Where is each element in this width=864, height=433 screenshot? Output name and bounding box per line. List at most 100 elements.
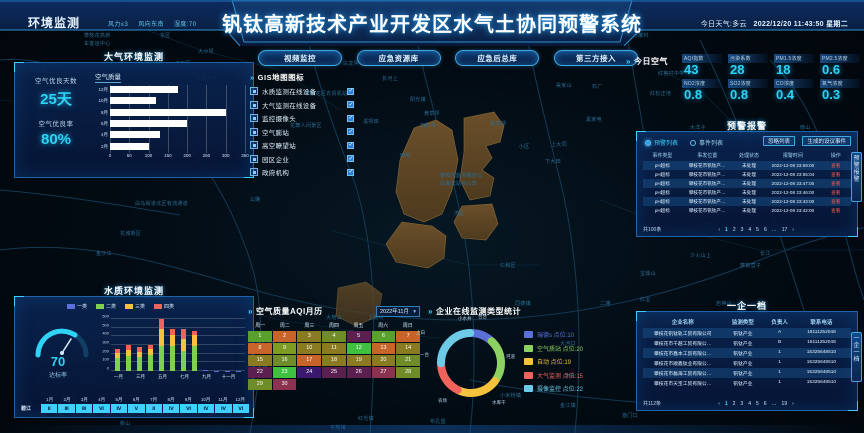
table-row[interactable]: pH超标 攀枝花市钒钛产… 未处理 2022-12-08 23:46:00 查看 — [643, 188, 851, 197]
calendar-month-select[interactable]: 2022年11月 — [376, 306, 420, 318]
nav-thirdparty[interactable]: 第三方接入 — [553, 50, 638, 66]
gis-item-checkbox[interactable] — [347, 141, 354, 149]
nav-resource[interactable]: 应急资源库 — [356, 50, 441, 66]
ignore-list-button[interactable]: 忽略列表 — [762, 136, 795, 146]
nav-video[interactable]: 视频监控 — [258, 50, 342, 66]
alarm-view-action[interactable]: 查看 — [831, 189, 841, 195]
gis-item-checkbox[interactable] — [347, 101, 354, 108]
calendar-day-cell[interactable]: 11 — [322, 343, 346, 354]
page-number[interactable]: … — [771, 226, 777, 233]
table-row[interactable]: 攀枝花市千越工贸有限公… 钒钛产业 B 18111252048 — [643, 338, 851, 348]
page-number[interactable]: 6 — [763, 400, 767, 407]
donut-segment[interactable] — [437, 329, 475, 368]
gis-layer-item-0[interactable]: 水质监测在线设备 — [250, 86, 354, 96]
gis-item-checkbox[interactable] — [347, 114, 354, 122]
side-tab-alarm[interactable]: 预警报警 — [851, 152, 862, 202]
table-row[interactable]: pH超标 攀枝花市钒钛产… 未处理 2022-12-08 23:43:00 查看 — [643, 197, 851, 206]
legend-item[interactable]: 二类 — [96, 303, 116, 310]
calendar-day-cell[interactable]: 3 — [297, 331, 322, 342]
calendar-day-cell[interactable]: 25 — [322, 367, 346, 378]
donut-legend-item[interactable]: 瑞德s 点位:10 — [524, 330, 583, 339]
calendar-day-cell[interactable]: 10 — [297, 343, 322, 354]
gis-layer-item-3[interactable]: 空气膨站 — [250, 127, 354, 137]
calendar-day-cell[interactable]: 4 — [322, 331, 346, 342]
alarm-view-action[interactable]: 查看 — [831, 198, 841, 204]
calendar-day-cell[interactable]: 5 — [346, 331, 371, 342]
page-number[interactable]: 1 — [725, 226, 728, 233]
page-prev[interactable]: ‹ — [718, 226, 721, 233]
page-number[interactable]: 4 — [748, 400, 751, 407]
calendar-day-cell[interactable]: 14 — [396, 343, 420, 354]
legend-item[interactable]: 一类 — [67, 303, 87, 310]
page-number[interactable]: 3 — [740, 226, 744, 233]
calendar-day-cell[interactable]: 16 — [272, 355, 297, 366]
page-next[interactable]: › — [792, 400, 794, 407]
gis-item-checkbox[interactable] — [347, 87, 354, 95]
donut-legend-item[interactable]: 空气质站 点位:20 — [524, 344, 583, 353]
page-number[interactable]: 2 — [732, 226, 736, 233]
donut-legend-item[interactable]: 大气监测 点位:15 — [524, 371, 583, 380]
calendar-day-cell[interactable]: 28 — [396, 367, 420, 378]
nav-backup[interactable]: 应急后总库 — [455, 50, 540, 66]
page-number[interactable]: 17 — [781, 226, 788, 233]
page-number[interactable]: 4 — [748, 226, 752, 233]
gis-item-checkbox[interactable] — [347, 128, 354, 135]
table-row[interactable]: 攀枝花市顺鑫钛业有限公… 钒钛产业 1 15325648510 — [643, 358, 851, 368]
calendar-day-cell[interactable]: 1 — [248, 331, 272, 342]
gis-item-checkbox[interactable] — [347, 155, 354, 162]
gis-layer-item-2[interactable]: 监控摄像头 — [250, 113, 354, 123]
calendar-day-cell[interactable]: 18 — [322, 355, 346, 366]
page-number[interactable]: 5 — [756, 226, 759, 233]
gis-layer-item-1[interactable]: 大气监测在线设备 — [250, 100, 354, 110]
gis-item-checkbox[interactable] — [347, 168, 354, 176]
donut-segment[interactable] — [437, 360, 462, 394]
page-number[interactable]: 1 — [724, 400, 728, 407]
alarm-view-action[interactable]: 查看 — [831, 171, 841, 177]
alarm-view-action[interactable]: 查看 — [831, 180, 841, 186]
calendar-day-cell[interactable]: 17 — [297, 355, 322, 366]
alarm-radio-0[interactable]: 预警列表 — [645, 138, 678, 147]
gis-layer-item-4[interactable]: 高空瞭望站 — [250, 140, 354, 150]
table-row[interactable]: pH超标 攀枝花市钒钛产… 未处理 2022-12-08 23:55:04 查看 — [643, 170, 851, 179]
table-row[interactable]: pH超标 攀枝花市钒钛产… 未处理 2022-12-08 23:47:00 查看 — [643, 179, 851, 188]
calendar-day-cell[interactable]: 27 — [371, 367, 396, 378]
alarm-radio-1[interactable]: 事件列表 — [690, 138, 723, 147]
table-row[interactable]: 攀枝花钒钛轨工贸有限公司 钒钛产业 A 18111252048 — [643, 328, 851, 338]
donut-legend-item[interactable]: 摄像监控 点位:22 — [524, 384, 583, 393]
page-number[interactable]: 5 — [755, 400, 759, 407]
calendar-day-cell[interactable]: 8 — [248, 343, 272, 354]
alarm-view-action[interactable]: 查看 — [831, 207, 841, 213]
calendar-day-cell[interactable]: 13 — [371, 343, 396, 354]
donut-segment[interactable] — [487, 337, 505, 384]
gis-layer-item-6[interactable]: 政府机构 — [250, 167, 354, 177]
page-number[interactable]: 6 — [763, 226, 767, 233]
calendar-day-cell[interactable]: 30 — [272, 379, 297, 390]
legend-item[interactable]: 四类 — [154, 303, 174, 310]
table-row[interactable]: pH超标 攀枝花市钒钛产… 未处理 2022-12-08 23:59:00 查看 — [643, 161, 851, 170]
gis-layer-item-5[interactable]: 园区企业 — [250, 154, 354, 164]
legend-item[interactable]: 三类 — [125, 303, 145, 310]
calendar-day-cell[interactable]: 9 — [272, 343, 297, 354]
donut-segment[interactable] — [454, 377, 499, 397]
page-number[interactable]: … — [771, 400, 777, 407]
calendar-day-cell[interactable]: 7 — [396, 331, 420, 342]
calendar-day-cell[interactable]: 29 — [248, 379, 272, 390]
calendar-day-cell[interactable]: 6 — [371, 331, 396, 342]
calendar-day-cell[interactable]: 20 — [371, 355, 396, 366]
table-row[interactable]: 攀枝花市鑫本工贸有限公… 钒钛产业 1 15325648510 — [643, 348, 851, 358]
calendar-day-cell[interactable]: 19 — [346, 355, 371, 366]
calendar-day-cell[interactable]: 26 — [346, 367, 371, 378]
table-row[interactable]: 攀枝花市磊海工贸有限公… 钒钛产业 1 15325648510 — [643, 368, 851, 378]
table-row[interactable]: 攀枝花市天宝工贸有限公… 钒钛产业 1 15325648510 — [643, 378, 851, 388]
page-number[interactable]: 3 — [740, 400, 744, 407]
page-prev[interactable]: ‹ — [718, 400, 720, 407]
calendar-day-cell[interactable]: 15 — [248, 355, 272, 366]
page-number[interactable]: 2 — [732, 400, 736, 407]
table-row[interactable]: pH超标 攀枝花市钒钛产… 未处理 2022-12-08 23:42:00 查看 — [643, 206, 851, 215]
donut-legend-item[interactable]: 自动 点位:19 — [524, 357, 583, 366]
calendar-day-cell[interactable]: 22 — [248, 367, 272, 378]
calendar-day-cell[interactable]: 23 — [272, 367, 297, 378]
calendar-day-cell[interactable]: 21 — [396, 355, 420, 366]
calendar-day-cell[interactable]: 24 — [297, 367, 322, 378]
donut-segment[interactable] — [467, 329, 495, 345]
